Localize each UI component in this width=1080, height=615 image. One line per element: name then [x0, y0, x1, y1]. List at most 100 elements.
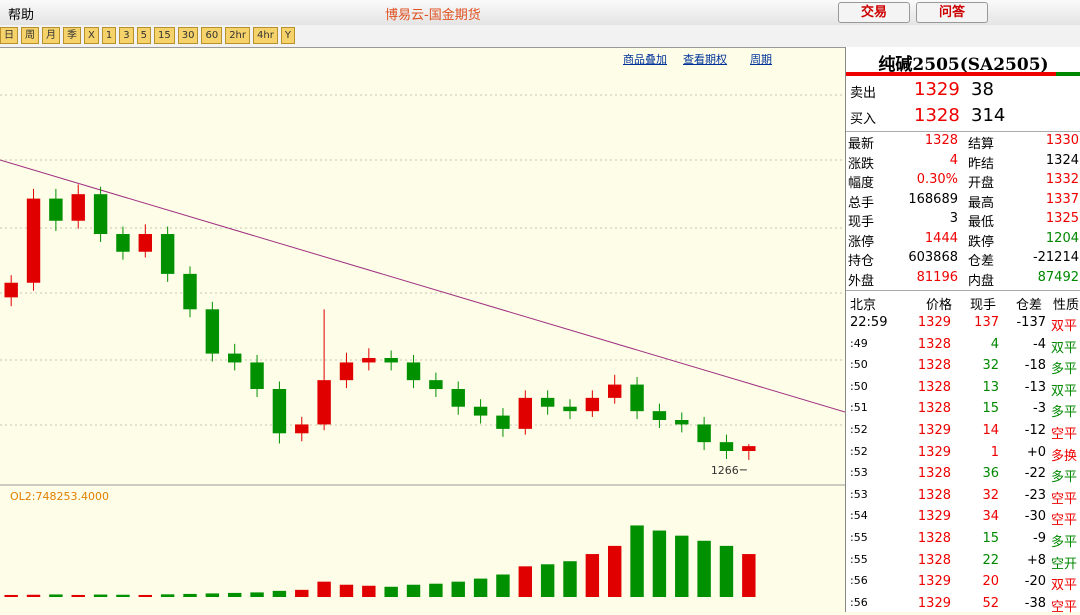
- candle-body: [563, 406, 577, 412]
- volume-bar: [518, 566, 532, 597]
- volume-bar: [742, 554, 756, 597]
- tick-cell: -3: [1033, 401, 1046, 417]
- period-button[interactable]: 1: [101, 27, 117, 44]
- tick-cell: 1329: [917, 574, 951, 590]
- ratio-bar-red: [846, 72, 1056, 76]
- stat-label: 最高: [968, 195, 995, 211]
- volume-bar: [473, 578, 488, 597]
- volume-bar: [116, 594, 130, 597]
- tick-cell: 1328: [917, 379, 951, 395]
- candle-body: [630, 384, 644, 412]
- stat-label: 持仓: [848, 254, 875, 269]
- tick-cell: 多换: [1051, 448, 1078, 464]
- candle-body: [183, 273, 197, 310]
- tick-cell: 32: [982, 487, 999, 503]
- tick-cell: :49: [850, 336, 868, 350]
- tick-cell: :52: [850, 444, 868, 458]
- period-button[interactable]: X: [84, 27, 99, 44]
- candle-body: [451, 389, 465, 407]
- chart-link[interactable]: 商品叠加: [623, 53, 667, 66]
- tick-cell: 空平: [1051, 427, 1078, 442]
- tick-cell: 空平: [1051, 491, 1078, 507]
- stat-value: 1444: [924, 230, 958, 246]
- tick-cell: :50: [850, 358, 868, 372]
- stat-value: 0.30%: [916, 172, 958, 187]
- qa-button[interactable]: 问答: [916, 2, 988, 23]
- period-button[interactable]: 3: [119, 27, 134, 44]
- low-annotation: 1266: [711, 464, 739, 477]
- chart: OL2:748253.4000 1266: [0, 94, 845, 597]
- period-button[interactable]: 30: [177, 27, 199, 44]
- stat-value: 1330: [1045, 133, 1079, 148]
- chart-link[interactable]: 周期: [750, 53, 772, 66]
- period-button[interactable]: 日: [0, 27, 18, 44]
- volume-bar: [339, 584, 354, 597]
- candle-body: [339, 362, 354, 381]
- volume-bar: [608, 545, 622, 597]
- volume-bar: [384, 586, 398, 597]
- tick-cell: 空开: [1051, 556, 1078, 572]
- tick-cell: 1329: [917, 595, 951, 611]
- tick-cell: 双平: [1051, 340, 1078, 356]
- tick-cell: 15: [982, 401, 999, 417]
- stat-label: 昨结: [968, 156, 995, 172]
- chart-link[interactable]: 查看期权: [683, 53, 727, 66]
- volume-bar: [228, 592, 242, 597]
- tick-cell: 1328: [917, 466, 951, 482]
- candle-body: [138, 234, 152, 252]
- stat-value: 87492: [1037, 269, 1079, 285]
- candle-body: [116, 234, 130, 252]
- period-button[interactable]: 周: [21, 27, 39, 44]
- contract-name: 纯碱2505(SA2505): [878, 55, 1049, 75]
- tick-cell: 22:59: [850, 315, 888, 330]
- period-button[interactable]: 4hr: [253, 27, 278, 44]
- stat-label: 幅度: [848, 176, 875, 191]
- tick-cell: 1329: [917, 509, 951, 525]
- tick-cell: -9: [1033, 531, 1046, 546]
- side-label: 卖出: [850, 86, 877, 101]
- stat-value: 1337: [1045, 191, 1079, 207]
- volume-bar: [563, 561, 577, 597]
- candle-body: [585, 397, 600, 412]
- menu[interactable]: 帮助: [8, 8, 35, 23]
- period-button[interactable]: 2hr: [225, 27, 250, 44]
- tick-cell: 1328: [917, 487, 951, 503]
- volume-bar: [205, 593, 220, 597]
- stat-value: 603868: [908, 250, 958, 265]
- period-button[interactable]: Y: [280, 27, 295, 44]
- period-button[interactable]: 5: [136, 27, 151, 44]
- candle-body: [540, 397, 555, 407]
- tick-cell: 1329: [917, 423, 951, 438]
- tick-cell: :56: [850, 595, 868, 609]
- stat-value: 4: [949, 152, 958, 168]
- tick-cell: :53: [850, 466, 868, 480]
- candle-body: [250, 362, 264, 390]
- candle-body: [71, 194, 85, 221]
- stat-label: 现手: [848, 215, 875, 230]
- period-button[interactable]: 15: [153, 27, 175, 44]
- stat-value: 1204: [1045, 230, 1079, 246]
- divider: [846, 290, 1080, 291]
- candle-body: [4, 282, 18, 298]
- volume-bar: [272, 590, 287, 597]
- candle-body: [295, 424, 309, 434]
- trade-button[interactable]: 交易: [838, 2, 910, 23]
- tick-cell: 1328: [917, 552, 951, 568]
- tick-cell: 1328: [917, 401, 951, 417]
- candle-body: [384, 358, 398, 363]
- volume-label: OL2:748253.4000: [10, 490, 109, 503]
- tick-cell: :53: [850, 487, 868, 501]
- tick-cell: 双平: [1051, 383, 1078, 399]
- period-button[interactable]: 60: [201, 27, 223, 44]
- period-button[interactable]: 月: [42, 27, 60, 44]
- title-bar: 帮助 博易云-国金期货 交易 问答: [0, 0, 1080, 26]
- period-button[interactable]: 季: [63, 27, 81, 44]
- stat-label: 涨停: [848, 234, 875, 250]
- volume-bar: [26, 594, 41, 597]
- stat-value: 1325: [1045, 211, 1079, 226]
- volume-bar: [183, 593, 197, 597]
- grid: [0, 94, 845, 426]
- candle-body: [228, 353, 242, 363]
- volume-bar: [429, 583, 443, 597]
- tick-cell: -137: [1016, 315, 1046, 330]
